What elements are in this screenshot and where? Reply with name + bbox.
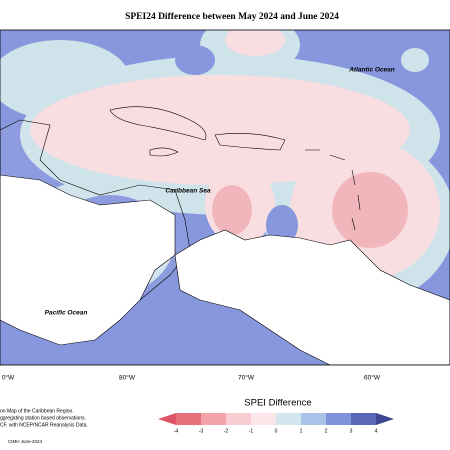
longitude-labels: 0°W 80°W 70°W 60°W: [2, 374, 381, 382]
note: on Map of the Caribbean Region.: [0, 408, 74, 414]
colorbar-tick-label: -2: [224, 428, 229, 434]
colorbar-tick-label: -3: [199, 428, 204, 434]
colorbar-tick-label: 2: [325, 428, 328, 434]
colorbar-segment: [176, 413, 202, 425]
shading: [30, 75, 410, 185]
shading: [266, 205, 298, 245]
colorbar-segment: [201, 413, 227, 425]
notes: on Map of the Caribbean Region.ggregatin…: [0, 408, 88, 428]
shading: [401, 48, 429, 72]
colorbar-segment: [326, 413, 352, 425]
island: [109, 106, 207, 141]
ocean-label: Atlantic Ocean: [348, 67, 395, 74]
shading: [175, 45, 215, 75]
shading: [225, 30, 285, 56]
colorbar-tick-label: 3: [350, 428, 353, 434]
map-frame: [0, 29, 450, 366]
longitude-label: 70°W: [238, 374, 255, 382]
colorbar: -4 -3 -2 -1 0 1 2 3 4: [158, 413, 394, 434]
longitude-label: 0°W: [2, 374, 15, 382]
colorbar-tick-label: 0: [275, 428, 278, 434]
map: Atlantic Ocean Caribbean Sea Pacific Oce…: [0, 29, 450, 366]
shading: [332, 172, 408, 248]
note: ggregating station based observations.: [0, 415, 86, 421]
island: [214, 133, 286, 151]
island: [149, 147, 179, 157]
ocean-label: Caribbean Sea: [165, 188, 211, 195]
colorbar-tick-label: 1: [300, 428, 303, 434]
colorbar-tick-label: -1: [249, 428, 254, 434]
title: SPEI24 Difference between May 2024 and J…: [125, 12, 339, 22]
longitude-label: 60°W: [364, 374, 381, 382]
note: CF, with NCEP/NCAR Reanalysis Data.: [0, 422, 88, 428]
colorbar-segment: [226, 413, 252, 425]
colorbar-segment: [301, 413, 327, 425]
colorbar-segment: [276, 413, 302, 425]
colorbar-tick-label: -4: [174, 428, 179, 434]
shading: [212, 185, 252, 235]
land: [174, 229, 450, 365]
colorbar-segment: [351, 413, 377, 425]
ocean-label: Pacific Ocean: [45, 310, 88, 317]
colorbar-end: [158, 413, 176, 425]
colorbar-tick-label: 4: [375, 428, 378, 434]
colorbar-segment: [251, 413, 277, 425]
land: [0, 174, 176, 346]
longitude-label: 80°W: [119, 374, 136, 382]
credit: CIMH June-2024: [8, 439, 43, 444]
legend-title: SPEI Difference: [244, 398, 311, 409]
colorbar-end: [376, 413, 394, 425]
island: [305, 149, 361, 231]
